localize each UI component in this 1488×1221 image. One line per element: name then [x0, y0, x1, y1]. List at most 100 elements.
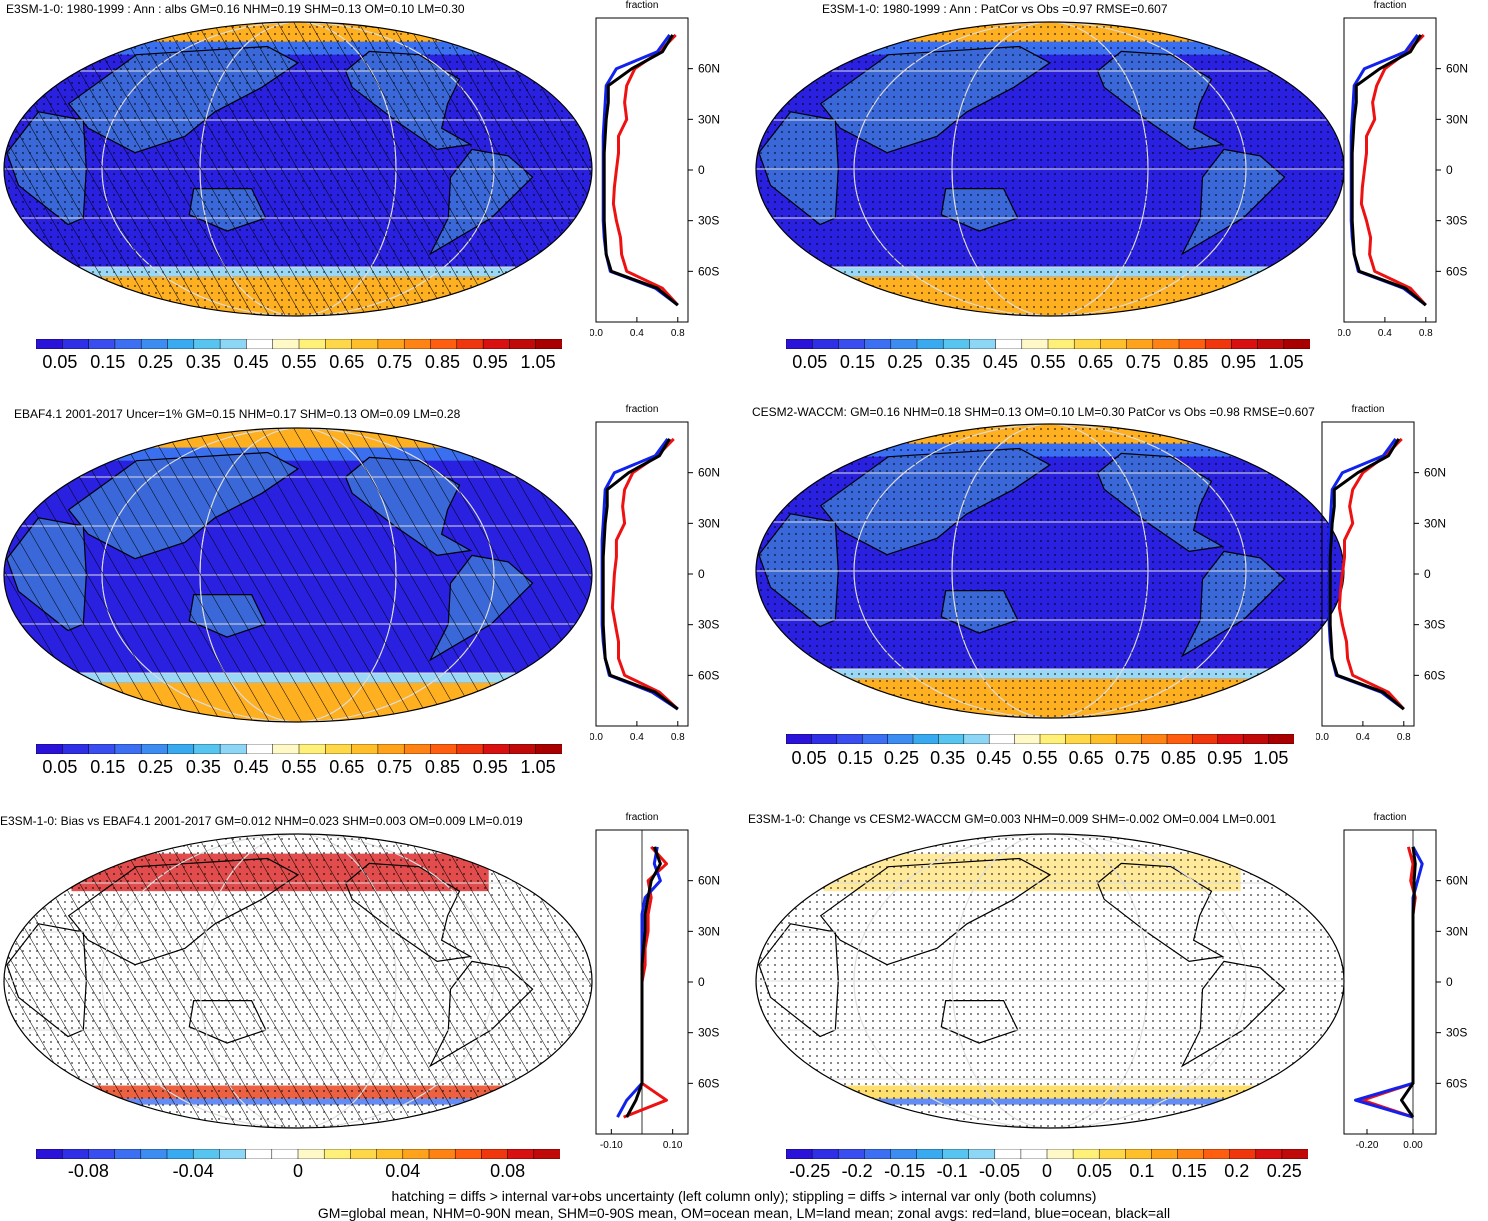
lat-label: 30N	[698, 924, 720, 938]
ocean-curve	[1349, 34, 1427, 307]
colorbar-swatch	[1100, 339, 1128, 349]
colorbar-label: 0.15	[839, 352, 875, 372]
colorbar-swatch	[1072, 1149, 1100, 1159]
lat-label: 0	[698, 163, 705, 177]
stippling	[756, 22, 1344, 316]
land-curve	[1360, 846, 1417, 1119]
colorbar-swatch	[942, 1149, 970, 1159]
colorbar-labels: -0.25 -0.2 -0.15 -0.1 -0.05 0 0.05 0.1 0.15 0.2 0.…	[786, 1161, 1308, 1183]
colorbar-swatch	[325, 339, 353, 349]
colorbar-swatch	[62, 339, 90, 349]
colorbar-swatch	[1166, 734, 1194, 744]
colorbar	[36, 744, 562, 754]
colorbar-swatch	[969, 339, 997, 349]
colorbar-swatch	[246, 744, 274, 754]
all-curve	[1400, 846, 1417, 1118]
colorbar-label: 0.15	[1171, 1161, 1207, 1181]
colorbar-swatch	[963, 734, 990, 744]
colorbar-swatch	[350, 1149, 378, 1159]
lat-label: 30N	[1424, 516, 1446, 530]
colorbar-label: -0.2	[841, 1161, 873, 1181]
x-tick-label: 0.4	[1356, 732, 1370, 743]
colorbar-swatch	[861, 734, 889, 744]
colorbar	[786, 734, 1294, 744]
colorbar-label: 0.05	[42, 352, 78, 372]
colorbar-swatch	[114, 339, 142, 349]
colorbar-swatch	[1281, 1149, 1308, 1159]
colorbar-swatch	[245, 1149, 273, 1159]
panel-title: EBAF4.1 2001-2017 Uncer=1% GM=0.15 NHM=0…	[14, 407, 461, 421]
colorbar-swatch	[193, 744, 221, 754]
ocean-curve	[616, 846, 662, 1118]
colorbar-swatch	[1014, 734, 1041, 744]
colorbar-swatch	[298, 339, 327, 349]
colorbar-swatch	[297, 1149, 325, 1159]
colorbar-swatch	[1141, 734, 1168, 744]
lat-label: 0	[698, 975, 705, 989]
colorbar-label: 0.85	[1173, 352, 1209, 372]
colorbar-label: -0.15	[884, 1161, 926, 1181]
colorbar-swatch	[271, 1149, 299, 1159]
colorbar-label: -0.1	[936, 1161, 968, 1181]
land-curve	[610, 437, 679, 711]
colorbar-label: 0.25	[887, 352, 923, 372]
colorbar-label: 0.75	[377, 757, 413, 777]
lat-label: 60N	[1424, 466, 1446, 480]
zonal-axis-title: fraction	[626, 812, 659, 823]
colorbar-label: 0.45	[233, 757, 269, 777]
colorbar-swatch	[887, 734, 914, 744]
zonal-frame	[1343, 829, 1437, 1135]
all-curve	[602, 34, 679, 307]
colorbar-swatch	[811, 1149, 839, 1159]
panel-title: E3SM-1-0: Change vs CESM2-WACCM GM=0.003…	[748, 812, 1277, 826]
colorbar-swatch	[351, 339, 379, 349]
lat-label: 60S	[1424, 668, 1445, 682]
colorbar-swatch	[811, 734, 838, 744]
colorbar-label: 1.05	[520, 352, 556, 372]
colorbar-swatch	[377, 744, 405, 754]
x-tick-label: 0.00	[1403, 1140, 1423, 1151]
stippling	[756, 834, 1344, 1128]
lat-label: 0	[698, 567, 705, 581]
colorbar-swatch	[1231, 339, 1259, 349]
colorbar-swatch	[1098, 1149, 1127, 1159]
colorbar-label: 0.55	[281, 352, 317, 372]
map-border	[3, 833, 593, 1129]
colorbar	[36, 1149, 560, 1159]
lat-label: 0	[1446, 163, 1453, 177]
colorbar-swatch	[272, 339, 300, 349]
colorbar-swatch	[507, 1149, 535, 1159]
colorbar-swatch	[88, 339, 116, 349]
colorbar-swatch	[219, 744, 248, 754]
map	[755, 21, 1345, 317]
colorbar-labels: 0.05 0.15 0.25 0.35 0.45 0.55 0.65 0.75 0.85 0.95…	[36, 757, 562, 779]
colorbar-swatch	[1115, 734, 1143, 744]
colorbar-label: 0.35	[185, 352, 221, 372]
lat-label: 60S	[1446, 1076, 1467, 1090]
zonal-axis-title: fraction	[1374, 0, 1407, 11]
colorbar-swatch	[402, 1149, 430, 1159]
colorbar-swatch	[1047, 339, 1075, 349]
colorbar-swatch	[430, 744, 458, 754]
lat-label: 30S	[1446, 1026, 1467, 1040]
colorbar-label: 0.25	[1266, 1161, 1302, 1181]
colorbar-swatch	[1255, 1149, 1283, 1159]
colorbar-swatch	[323, 1149, 352, 1159]
colorbar-label: 0.05	[1076, 1161, 1112, 1181]
colorbar-swatch	[1177, 1149, 1205, 1159]
colorbar-swatch	[1125, 1149, 1153, 1159]
colorbar-label: 0.95	[472, 757, 508, 777]
lat-label: 60N	[698, 466, 720, 480]
colorbar-swatch	[114, 1149, 142, 1159]
colorbar-label: 0.65	[329, 352, 365, 372]
ocean-curve	[1327, 438, 1405, 711]
colorbar	[786, 339, 1310, 349]
colorbar-swatch	[994, 1149, 1022, 1159]
zonal-axis-title: fraction	[1352, 404, 1385, 415]
colorbar-label: 0.75	[377, 352, 413, 372]
land-curve	[611, 33, 679, 307]
x-tick-label: -0.10	[600, 1140, 623, 1151]
colorbar-swatch	[428, 1149, 456, 1159]
colorbar-swatch	[916, 1149, 944, 1159]
colorbar-swatch	[36, 1149, 63, 1159]
